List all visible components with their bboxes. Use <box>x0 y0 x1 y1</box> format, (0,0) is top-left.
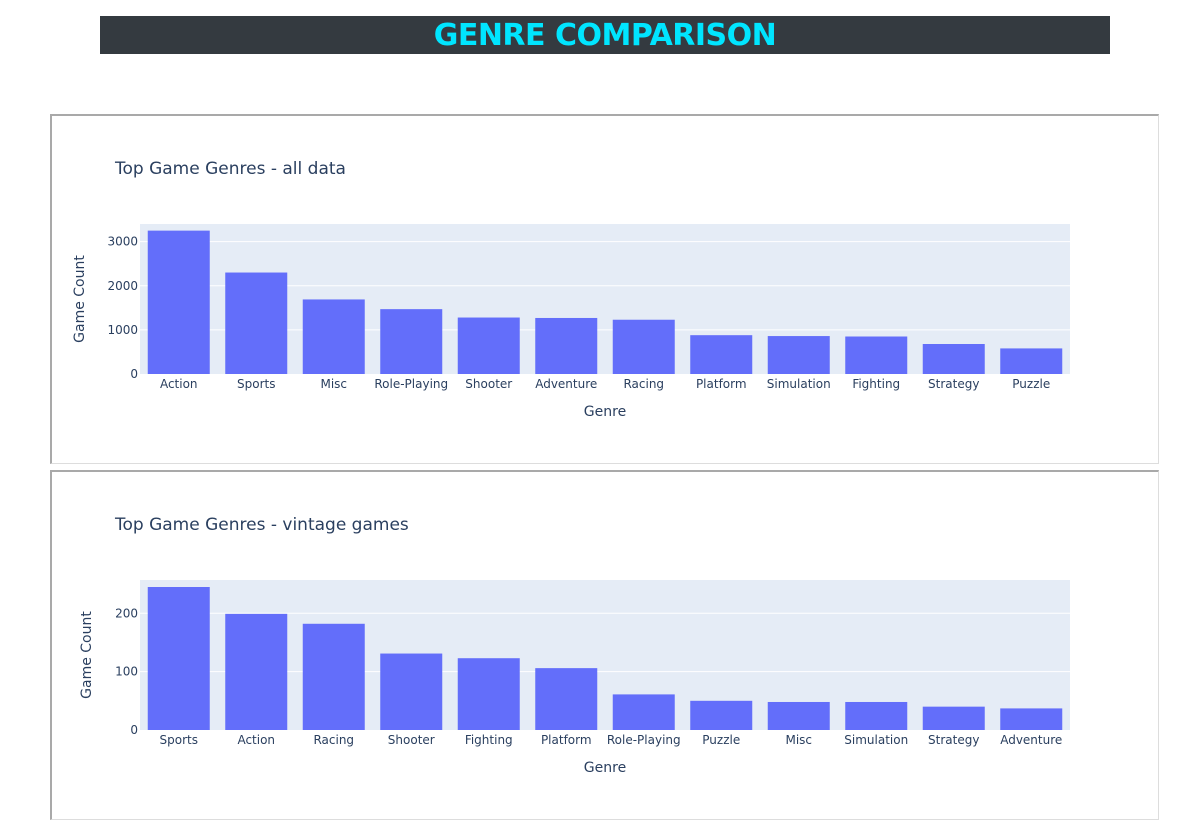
x-tick-label: Fighting <box>852 377 900 391</box>
bar-racing[interactable] <box>302 623 365 730</box>
x-tick-label: Role-Playing <box>607 733 681 747</box>
plot-area <box>140 224 1070 374</box>
x-tick-label: Fighting <box>465 733 513 747</box>
bar-fighting[interactable] <box>457 658 520 730</box>
chart-title: Top Game Genres - vintage games <box>114 515 409 535</box>
y-tick-label: 100 <box>115 665 138 679</box>
x-tick-label: Role-Playing <box>374 377 448 391</box>
x-tick-label: Shooter <box>388 733 435 747</box>
plot-area <box>140 580 1070 730</box>
y-tick-label: 2000 <box>107 279 138 293</box>
bar-strategy[interactable] <box>922 344 985 374</box>
x-tick-label: Action <box>160 377 198 391</box>
x-tick-label: Puzzle <box>1012 377 1050 391</box>
x-tick-label: Action <box>237 733 275 747</box>
x-tick-label: Sports <box>237 377 275 391</box>
x-tick-label: Strategy <box>928 733 979 747</box>
x-tick-label: Platform <box>541 733 592 747</box>
x-tick-label: Adventure <box>1000 733 1062 747</box>
y-axis-label: Game Count <box>79 611 95 699</box>
bar-action[interactable] <box>225 613 288 730</box>
bar-sports[interactable] <box>147 587 210 730</box>
x-tick-label: Platform <box>696 377 747 391</box>
bar-strategy[interactable] <box>922 706 985 730</box>
x-tick-label: Racing <box>623 377 664 391</box>
page-banner: GENRE COMPARISON <box>100 16 1110 54</box>
chart-vintage-games[interactable]: Top Game Genres - vintage games 0 100 200 Sp… <box>52 472 1158 819</box>
x-tick-label: Sports <box>160 733 198 747</box>
x-tick-label: Adventure <box>535 377 597 391</box>
bar-puzzle[interactable] <box>690 700 753 730</box>
x-tick-label: Shooter <box>465 377 512 391</box>
y-axis-label: Game Count <box>72 255 88 343</box>
bar-misc[interactable] <box>302 299 365 374</box>
y-tick-label: 0 <box>130 723 138 737</box>
bar-simulation[interactable] <box>767 336 830 374</box>
x-axis-label: Genre <box>584 760 626 776</box>
bar-sports[interactable] <box>225 272 288 374</box>
bar-puzzle[interactable] <box>1000 348 1063 374</box>
y-tick-label: 1000 <box>107 323 138 337</box>
x-tick-label: Racing <box>313 733 354 747</box>
x-axis-label: Genre <box>584 404 626 420</box>
x-tick-label: Puzzle <box>702 733 740 747</box>
chart-all-data[interactable]: Top Game Genres - all data 0 1000 2000 3000 A… <box>52 116 1158 463</box>
chart-panel-vintage-games: Top Game Genres - vintage games 0 100 200 Sp… <box>50 470 1159 820</box>
bar-shooter[interactable] <box>380 653 443 730</box>
x-tick-label: Misc <box>785 733 812 747</box>
page-title: GENRE COMPARISON <box>433 17 777 53</box>
bar-platform[interactable] <box>690 335 753 374</box>
bar-role-playing[interactable] <box>612 694 675 730</box>
bar-role-playing[interactable] <box>380 309 443 374</box>
bar-action[interactable] <box>147 230 210 374</box>
y-tick-label: 3000 <box>107 235 138 249</box>
bar-shooter[interactable] <box>457 317 520 374</box>
chart-panel-all-data: Top Game Genres - all data 0 1000 2000 3000 A… <box>50 114 1159 464</box>
x-tick-label: Strategy <box>928 377 979 391</box>
chart-title: Top Game Genres - all data <box>114 159 346 179</box>
bar-misc[interactable] <box>767 701 830 730</box>
bar-adventure[interactable] <box>535 317 598 374</box>
x-tick-label: Simulation <box>767 377 831 391</box>
bar-adventure[interactable] <box>1000 708 1063 730</box>
x-tick-label: Simulation <box>844 733 908 747</box>
x-tick-label: Misc <box>320 377 347 391</box>
bar-fighting[interactable] <box>845 336 908 375</box>
bar-simulation[interactable] <box>845 701 908 730</box>
y-tick-label: 200 <box>115 606 138 620</box>
y-tick-label: 0 <box>130 367 138 381</box>
bar-platform[interactable] <box>535 668 598 730</box>
bar-racing[interactable] <box>612 319 675 374</box>
